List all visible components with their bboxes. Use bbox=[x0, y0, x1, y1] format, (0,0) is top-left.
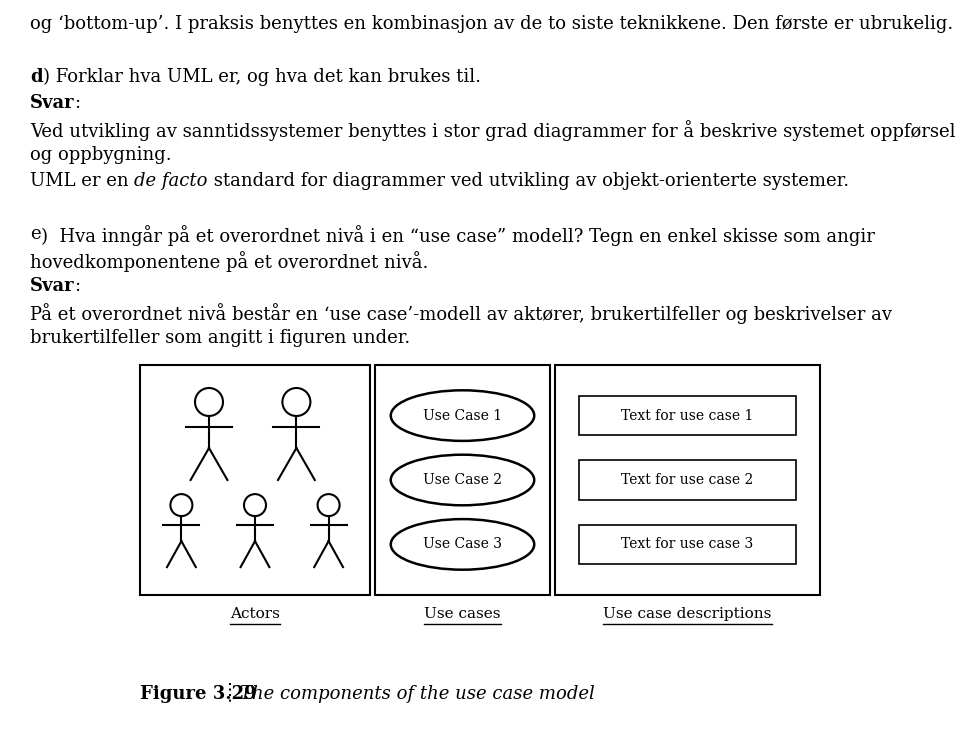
Text: Use Case 3: Use Case 3 bbox=[423, 537, 502, 551]
Circle shape bbox=[171, 494, 192, 516]
Text: Use Case 1: Use Case 1 bbox=[423, 409, 502, 423]
Bar bbox=[579, 525, 796, 564]
Circle shape bbox=[318, 494, 340, 516]
Text: Use Case 2: Use Case 2 bbox=[423, 473, 502, 487]
Text: :: : bbox=[75, 94, 81, 112]
Text: og ‘bottom-up’. I praksis benyttes en kombinasjon av de to siste teknikkene. Den: og ‘bottom-up’. I praksis benyttes en ko… bbox=[30, 15, 953, 33]
Text: standard for diagrammer ved utvikling av objekt-orienterte systemer.: standard for diagrammer ved utvikling av… bbox=[208, 172, 849, 190]
Bar bbox=[375, 365, 550, 595]
Text: Svar: Svar bbox=[30, 277, 75, 295]
Text: )  Hva inngår på et overordnet nivå i en “use case” modell? Tegn en enkel skisse: ) Hva inngår på et overordnet nivå i en … bbox=[40, 225, 875, 246]
Bar bbox=[579, 461, 796, 499]
Text: Svar: Svar bbox=[30, 94, 75, 112]
Text: Ved utvikling av sanntidssystemer benyttes i stor grad diagrammer for å beskrive: Ved utvikling av sanntidssystemer benytt… bbox=[30, 120, 955, 141]
Circle shape bbox=[195, 388, 223, 416]
Text: de facto: de facto bbox=[134, 172, 208, 190]
Text: ) Forklar hva UML er, og hva det kan brukes til.: ) Forklar hva UML er, og hva det kan bru… bbox=[42, 68, 481, 86]
Bar bbox=[140, 365, 370, 595]
Text: e: e bbox=[30, 225, 40, 243]
Text: På et overordnet nivå består en ‘use case’-modell av aktører, brukertilfeller og: På et overordnet nivå består en ‘use cas… bbox=[30, 303, 892, 324]
Text: Figure 3.29: Figure 3.29 bbox=[140, 685, 256, 703]
Circle shape bbox=[244, 494, 266, 516]
Ellipse shape bbox=[391, 391, 535, 441]
Text: Use cases: Use cases bbox=[424, 607, 501, 621]
Bar bbox=[555, 365, 820, 595]
Text: The components of the use case model: The components of the use case model bbox=[240, 685, 595, 703]
Text: Text for use case 1: Text for use case 1 bbox=[621, 409, 754, 423]
Text: UML er en: UML er en bbox=[30, 172, 134, 190]
Ellipse shape bbox=[391, 519, 535, 569]
Circle shape bbox=[282, 388, 310, 416]
Ellipse shape bbox=[391, 455, 535, 505]
Text: hovedkomponentene på et overordnet nivå.: hovedkomponentene på et overordnet nivå. bbox=[30, 251, 428, 272]
Text: Text for use case 3: Text for use case 3 bbox=[621, 537, 754, 551]
Text: :: : bbox=[75, 277, 81, 295]
Text: Use case descriptions: Use case descriptions bbox=[603, 607, 772, 621]
Text: Actors: Actors bbox=[230, 607, 280, 621]
Text: d: d bbox=[30, 68, 42, 86]
Bar bbox=[579, 396, 796, 435]
Text: og oppbygning.: og oppbygning. bbox=[30, 146, 172, 164]
Text: brukertilfeller som angitt i figuren under.: brukertilfeller som angitt i figuren und… bbox=[30, 329, 410, 347]
Text: Text for use case 2: Text for use case 2 bbox=[621, 473, 754, 487]
